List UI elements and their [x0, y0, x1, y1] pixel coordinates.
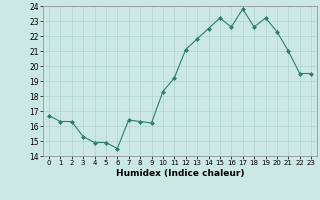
X-axis label: Humidex (Indice chaleur): Humidex (Indice chaleur): [116, 169, 244, 178]
